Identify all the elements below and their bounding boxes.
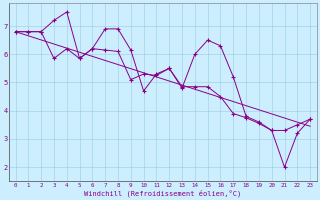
X-axis label: Windchill (Refroidissement éolien,°C): Windchill (Refroidissement éolien,°C): [84, 189, 242, 197]
